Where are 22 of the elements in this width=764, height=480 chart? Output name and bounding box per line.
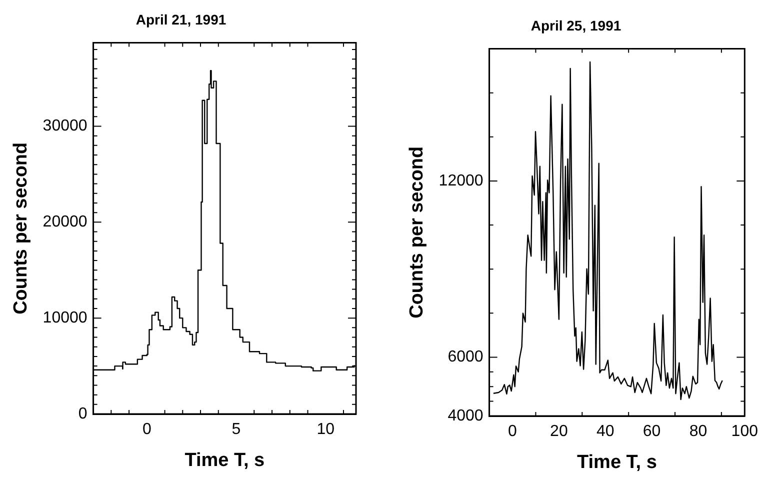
x-tick-label: 100 — [731, 423, 758, 440]
y-tick-label: 30000 — [42, 118, 88, 135]
y-tick-label: 6000 — [448, 348, 484, 366]
x-tick-label: 10 — [316, 421, 335, 438]
x-tick-label: 0 — [142, 421, 152, 438]
x-tick-label: 40 — [596, 423, 614, 440]
chart-title: April 25, 1991 — [530, 17, 622, 34]
x-tick-label: 5 — [232, 421, 241, 438]
y-tick-label: 4000 — [448, 407, 484, 424]
y-tick-label: 0 — [78, 405, 88, 422]
x-tick-label: 20 — [550, 423, 568, 440]
x-tick-label: 0 — [508, 423, 518, 440]
y-axis-title: Counts per second — [10, 142, 32, 314]
chart-title: April 21, 1991 — [136, 11, 226, 28]
x-axis-title: Time T, s — [577, 452, 657, 473]
x-tick-label: 80 — [689, 423, 708, 440]
y-axis-title: Counts per second — [406, 146, 428, 318]
y-tick-label: 20000 — [42, 214, 88, 231]
y-tick-label: 10000 — [42, 309, 88, 326]
y-tick-label: 12000 — [438, 172, 484, 190]
x-tick-label: 60 — [642, 423, 661, 440]
x-axis-title: Time T, s — [184, 450, 265, 471]
